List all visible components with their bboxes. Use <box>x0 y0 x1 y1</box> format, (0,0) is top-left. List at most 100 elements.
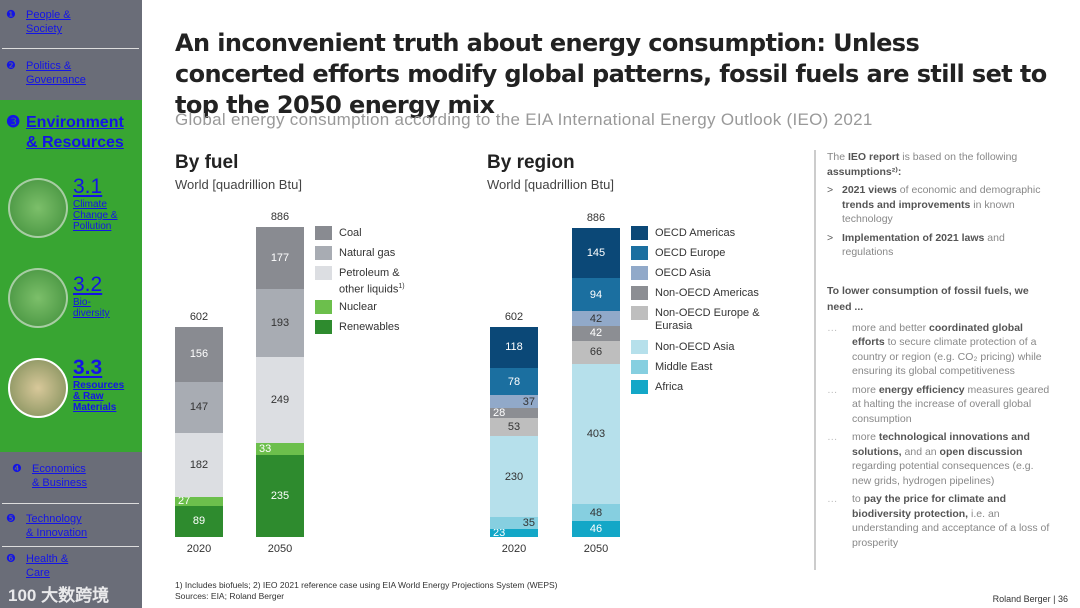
bar-segment-non-oecd-asia-2020: 230 <box>490 436 538 517</box>
legend-item: Non-OECD Europe & Eurasia <box>655 307 760 332</box>
sub-number: 3.2 <box>73 273 103 296</box>
divider <box>2 503 139 504</box>
total-label: 602 <box>189 311 209 324</box>
legend-item: Nuclear <box>339 301 377 313</box>
brand-name: Roland Berger <box>992 594 1051 604</box>
data-label: 66 <box>589 346 603 359</box>
legend-item: Non-OECD Americas <box>655 287 759 299</box>
legend-swatch <box>631 380 648 394</box>
legend-item: Coal <box>339 227 362 239</box>
page-number: 36 <box>1057 594 1068 604</box>
nav-sub-3-1[interactable]: 3.1 Climate Change & Pollution <box>73 175 125 232</box>
total-label: 886 <box>270 211 290 224</box>
data-label: 35 <box>522 516 535 529</box>
legend-swatch <box>631 246 648 260</box>
legend-swatch <box>631 340 648 354</box>
nav-number: ❷ <box>6 60 16 72</box>
legend-swatch <box>315 266 332 280</box>
sidebar: ❶ People & Society ❷ Politics & Governance ❸… <box>0 0 142 608</box>
bar-segment-oecd-europe-2050: 94 <box>572 278 620 312</box>
nav-politics-governance[interactable]: ❷ Politics & Governance <box>6 59 86 87</box>
nav-people-society[interactable]: ❶ People & Society <box>6 8 71 36</box>
legend-item: Middle East <box>655 361 713 373</box>
footnotes: 1) Includes biofuels; 2) IEO 2021 refere… <box>175 580 558 602</box>
page-title: An inconvenient truth about energy consu… <box>175 29 1047 119</box>
nav-number: ❸ <box>6 114 21 131</box>
sub-label: Bio-diversity <box>73 297 110 319</box>
divider <box>2 48 139 49</box>
resources-thumbnail[interactable] <box>8 358 68 418</box>
bar-segment-renewables-2050: 235 <box>256 454 304 537</box>
data-label: 23 <box>493 526 506 539</box>
year-label: 2050 <box>267 543 293 555</box>
nav-number: ❹ <box>12 463 22 475</box>
bar-segment-non-oecd-asia-2050: 403 <box>572 363 620 505</box>
climate-thumbnail[interactable] <box>8 178 68 238</box>
data-label: 78 <box>507 375 521 388</box>
chart-unit-fuel: World [quadrillion Btu] <box>175 177 302 192</box>
year-label: 2020 <box>186 543 212 555</box>
bar-segment-non-oecd-americas-2050: 42 <box>572 325 620 341</box>
legend-swatch <box>315 226 332 240</box>
divider <box>2 546 139 547</box>
sub-label: Resources & Raw Materials <box>73 380 125 413</box>
legend-item: Africa <box>655 381 684 393</box>
nav-label: People & <box>26 9 71 21</box>
bar-segment-coal-2050: 177 <box>256 227 304 290</box>
watermark-logo: 100 大数跨境 <box>8 586 110 605</box>
data-label: 145 <box>586 247 606 260</box>
data-label: 230 <box>504 470 524 483</box>
total-label: 602 <box>504 310 524 323</box>
data-label: 37 <box>522 395 535 408</box>
sub-label: Climate Change & Pollution <box>73 199 118 232</box>
data-label: 42 <box>589 327 603 340</box>
legend-item: OECD Asia <box>655 267 711 279</box>
data-label: 46 <box>589 522 603 535</box>
total-label: 886 <box>586 211 606 224</box>
bar-segment-oecd-americas-2050: 145 <box>572 227 620 279</box>
legend-swatch <box>315 246 332 260</box>
assumptions-panel: The IEO report is based on the following… <box>814 150 1054 570</box>
year-label: 2020 <box>501 543 527 555</box>
bar-segment-coal-2020: 156 <box>175 327 223 382</box>
data-label: 53 <box>507 421 521 434</box>
biodiversity-thumbnail[interactable] <box>8 268 68 328</box>
nav-technology-innovation[interactable]: ❺ Technology & Innovation <box>6 512 87 540</box>
nav-health-care[interactable]: ❻ Health & Care <box>6 552 68 580</box>
nav-label: Health & <box>26 553 69 565</box>
data-label: 249 <box>270 394 290 406</box>
sub-number: 3.1 <box>73 175 103 198</box>
legend-item: Renewables <box>339 321 400 333</box>
nav-label: Society <box>26 23 63 35</box>
nav-number: ❺ <box>6 513 16 525</box>
legend-item: Petroleum & other liquids1) <box>339 267 405 296</box>
data-label: 182 <box>189 458 209 471</box>
bar-segment-middle-east-2020: 35 <box>490 516 538 529</box>
legend-item: Non-OECD Asia <box>655 341 735 353</box>
nav-label: Technology <box>26 513 82 525</box>
bar-segment-nuclear-2050: 33 <box>256 443 304 455</box>
bar-segment-nuclear-2020: 27 <box>175 495 223 508</box>
data-label: 235 <box>270 489 290 502</box>
legend-item: Natural gas <box>339 247 396 259</box>
nav-number: ❻ <box>6 553 16 565</box>
sources: Sources: EIA; Roland Berger <box>175 591 285 601</box>
nav-economics-business[interactable]: ❹ Economics & Business <box>12 462 87 490</box>
nav-label: & Innovation <box>26 527 88 539</box>
data-label: 42 <box>589 312 603 325</box>
bar-segment-petroleum-other-liquids-2020: 182 <box>175 432 223 497</box>
footnote: 1) Includes biofuels; 2) IEO 2021 refere… <box>175 580 558 590</box>
bar-segment-natural-gas-2050: 193 <box>256 289 304 357</box>
nav-environment-resources[interactable]: ❸ Environment & Resources <box>6 113 124 153</box>
data-label: 27 <box>178 495 191 508</box>
legend-swatch <box>631 266 648 280</box>
data-label: 403 <box>586 427 606 440</box>
nav-label: Care <box>26 567 50 579</box>
bar-segment-africa-2020: 23 <box>490 526 538 539</box>
bar-segment-oecd-asia-2020: 37 <box>490 395 538 409</box>
nav-sub-3-2[interactable]: 3.2 Bio-diversity <box>73 273 113 319</box>
nav-sub-3-3[interactable]: 3.3 Resources & Raw Materials <box>73 356 129 413</box>
chart-unit-region: World [quadrillion Btu] <box>487 177 614 192</box>
nav-label: & Resources <box>26 134 124 151</box>
brand-footer: Roland Berger | 36 <box>992 594 1068 604</box>
